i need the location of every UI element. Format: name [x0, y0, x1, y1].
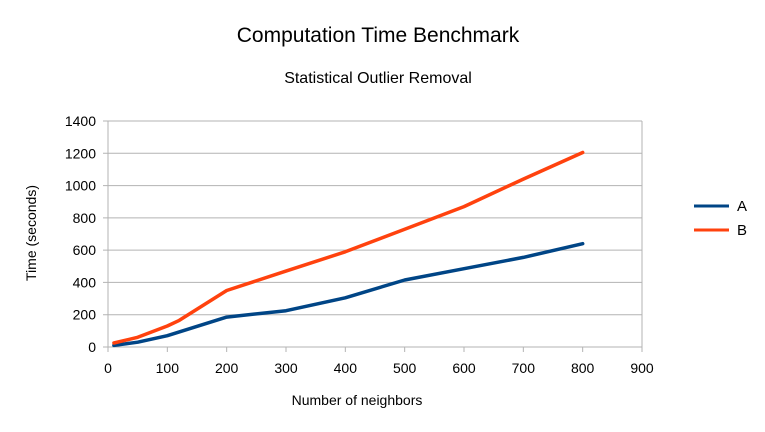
y-tick-label: 200	[73, 307, 97, 323]
x-tick-label: 700	[512, 360, 536, 376]
y-tick-labels: 0 200 400 600 800 1000 1200 1400	[65, 113, 96, 355]
y-axis-label: Time (seconds)	[23, 185, 39, 281]
chart-title: Computation Time Benchmark	[237, 24, 520, 47]
x-axis-label: Number of neighbors	[292, 392, 423, 408]
y-tick-label: 600	[73, 242, 97, 258]
y-tick-label: 400	[73, 274, 97, 290]
y-tick-label: 800	[73, 210, 97, 226]
x-tick-label: 500	[393, 360, 417, 376]
x-tick-label: 900	[630, 360, 654, 376]
x-tick-label: 100	[156, 360, 180, 376]
axes	[107, 121, 643, 352]
series-line-a	[112, 241, 585, 348]
x-tick-label: 800	[571, 360, 595, 376]
y-tick-label: 1000	[65, 178, 96, 194]
legend: AB	[694, 198, 747, 239]
x-tick-labels: 0 100 200 300 400 500 600 700 800 900	[104, 360, 654, 376]
legend-label-a: A	[737, 198, 747, 215]
grid-lines	[103, 120, 642, 348]
y-tick-label: 1200	[65, 145, 96, 161]
x-tick-label: 300	[274, 360, 298, 376]
x-tick-label: 400	[334, 360, 358, 376]
y-tick-label: 1400	[65, 113, 96, 129]
x-tick-label: 600	[452, 360, 476, 376]
series-line-b	[112, 150, 585, 345]
y-tick-label: 0	[88, 339, 96, 355]
legend-label-b: B	[737, 222, 747, 239]
chart-subtitle: Statistical Outlier Removal	[284, 70, 472, 87]
x-tick-label: 0	[104, 360, 112, 376]
x-tick-label: 200	[215, 360, 239, 376]
series-lines	[112, 150, 585, 348]
